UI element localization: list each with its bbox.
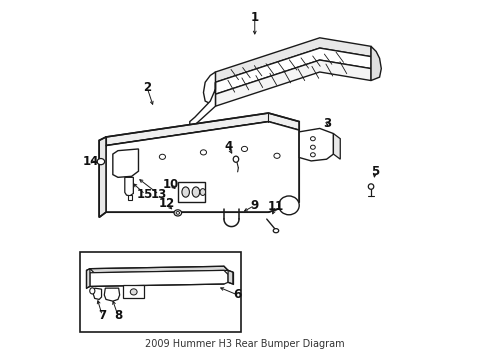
Ellipse shape bbox=[310, 153, 315, 157]
Ellipse shape bbox=[90, 288, 95, 294]
Polygon shape bbox=[90, 270, 227, 287]
Text: 10: 10 bbox=[163, 178, 179, 192]
Ellipse shape bbox=[159, 154, 165, 159]
Polygon shape bbox=[215, 38, 370, 82]
Ellipse shape bbox=[233, 156, 238, 162]
Ellipse shape bbox=[200, 189, 205, 195]
Text: 9: 9 bbox=[250, 199, 258, 212]
Ellipse shape bbox=[97, 158, 104, 165]
Ellipse shape bbox=[278, 196, 299, 215]
Ellipse shape bbox=[176, 212, 179, 214]
Ellipse shape bbox=[310, 137, 315, 141]
Polygon shape bbox=[86, 269, 90, 288]
Polygon shape bbox=[104, 288, 120, 301]
Bar bbox=[123, 285, 144, 298]
Ellipse shape bbox=[132, 158, 138, 163]
Polygon shape bbox=[215, 60, 370, 106]
Bar bbox=[178, 182, 205, 202]
Polygon shape bbox=[333, 134, 340, 159]
Polygon shape bbox=[93, 288, 102, 300]
Text: 15: 15 bbox=[137, 188, 153, 201]
Polygon shape bbox=[113, 149, 138, 177]
Polygon shape bbox=[299, 129, 333, 161]
Polygon shape bbox=[90, 266, 227, 273]
Text: 11: 11 bbox=[267, 199, 284, 212]
Polygon shape bbox=[227, 270, 232, 284]
Bar bbox=[80, 252, 241, 332]
Text: 13: 13 bbox=[151, 188, 167, 201]
Ellipse shape bbox=[310, 145, 315, 149]
Text: 2: 2 bbox=[142, 81, 151, 94]
Text: 1: 1 bbox=[250, 11, 258, 24]
Ellipse shape bbox=[241, 147, 247, 152]
Ellipse shape bbox=[192, 187, 199, 197]
Ellipse shape bbox=[174, 210, 181, 216]
Text: 7: 7 bbox=[98, 309, 106, 322]
Text: 4: 4 bbox=[224, 140, 232, 153]
Text: 3: 3 bbox=[323, 117, 331, 130]
Text: 2009 Hummer H3 Rear Bumper Diagram: 2009 Hummer H3 Rear Bumper Diagram bbox=[144, 339, 344, 349]
Ellipse shape bbox=[273, 153, 280, 158]
Text: 12: 12 bbox=[158, 197, 174, 210]
Ellipse shape bbox=[367, 184, 373, 189]
Text: 5: 5 bbox=[370, 165, 379, 178]
Polygon shape bbox=[127, 195, 132, 200]
Polygon shape bbox=[370, 46, 381, 81]
Polygon shape bbox=[106, 113, 299, 145]
Text: 8: 8 bbox=[114, 309, 122, 322]
Polygon shape bbox=[189, 82, 215, 129]
Ellipse shape bbox=[273, 229, 278, 233]
Ellipse shape bbox=[182, 187, 189, 197]
Polygon shape bbox=[99, 137, 106, 217]
Polygon shape bbox=[106, 122, 299, 212]
Polygon shape bbox=[215, 48, 370, 94]
Text: 6: 6 bbox=[233, 288, 241, 301]
Polygon shape bbox=[124, 177, 133, 196]
Text: 14: 14 bbox=[82, 155, 99, 168]
Ellipse shape bbox=[200, 150, 206, 155]
Ellipse shape bbox=[130, 289, 137, 295]
Polygon shape bbox=[203, 72, 215, 106]
